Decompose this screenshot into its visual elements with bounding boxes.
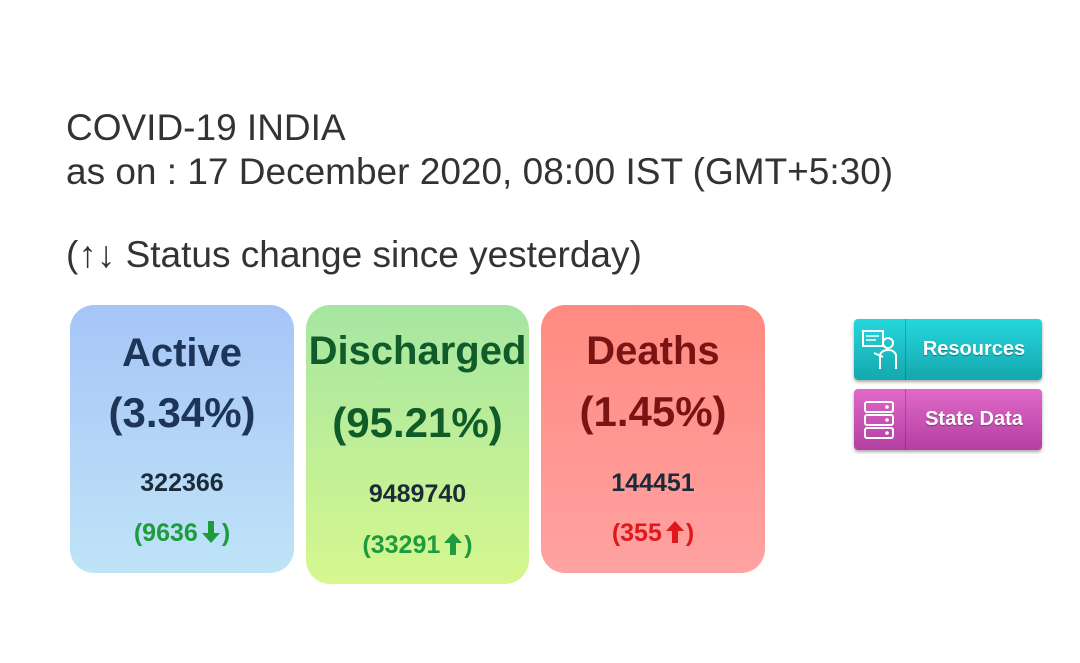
deaths-label: Deaths xyxy=(586,329,720,373)
state-data-button[interactable]: State Data xyxy=(854,389,1042,450)
active-change: (9636) xyxy=(70,518,294,548)
deaths-change-value: (355 xyxy=(611,519,662,547)
discharged-change-close: ) xyxy=(464,531,473,559)
state-data-label: State Data xyxy=(925,408,1023,430)
discharged-change: (33291) xyxy=(306,530,529,560)
presenter-icon xyxy=(862,330,897,369)
discharged-count: 9489740 xyxy=(368,480,467,508)
as-on-timestamp: as on : 17 December 2020, 08:00 IST (GMT… xyxy=(66,151,894,192)
arrow-up-icon xyxy=(444,533,463,556)
active-label: Active xyxy=(121,331,243,375)
deaths-change: (355) xyxy=(541,518,765,548)
active-card: Active (3.34%) 322366 (9636) xyxy=(70,305,294,573)
status-change-note: (↑↓ Status change since yesterday) xyxy=(66,234,642,275)
deaths-change-close: ) xyxy=(685,519,695,547)
active-count: 322366 xyxy=(140,469,224,497)
presenter-icon-box xyxy=(854,319,906,380)
discharged-percent: (95.21%) xyxy=(332,399,503,446)
deaths-card: Deaths (1.45%) 144451 (355) xyxy=(541,305,765,573)
resources-button[interactable]: Resources xyxy=(854,319,1042,380)
active-percent: (3.34%) xyxy=(108,389,256,436)
discharged-card: Discharged (95.21%) 9489740 (33291) xyxy=(306,305,529,584)
page-title: COVID-19 INDIA xyxy=(66,107,346,148)
discharged-change-value: (33291 xyxy=(362,531,441,559)
discharged-label: Discharged xyxy=(308,329,527,373)
active-change-value: (9636 xyxy=(133,519,198,547)
arrow-down-icon xyxy=(201,521,220,544)
active-change-close: ) xyxy=(221,519,231,547)
server-icon xyxy=(864,401,894,439)
arrow-up-icon xyxy=(665,521,684,544)
page-header: COVID-19 INDIA as on : 17 December 2020,… xyxy=(66,106,893,194)
deaths-count: 144451 xyxy=(611,469,695,497)
resources-label: Resources xyxy=(922,338,1026,360)
deaths-percent: (1.45%) xyxy=(579,388,727,435)
server-icon-box xyxy=(854,389,906,450)
